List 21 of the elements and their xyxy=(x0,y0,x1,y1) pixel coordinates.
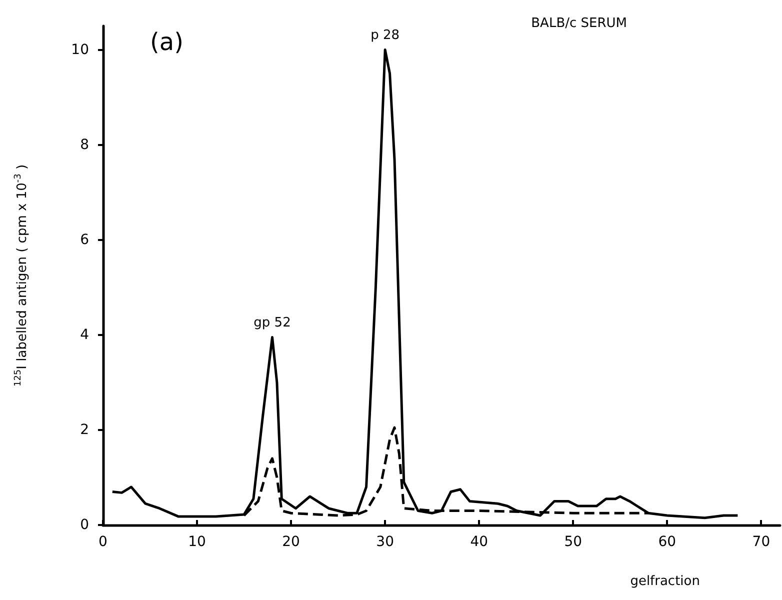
annotation: gp 52 xyxy=(254,315,291,330)
y-tick-label: 8 xyxy=(80,136,89,153)
chart-title: BALB/c SERUM xyxy=(531,16,628,31)
x-tick-label: 60 xyxy=(658,534,676,550)
x-tick-label: 0 xyxy=(98,534,108,550)
annotation: p 28 xyxy=(370,28,400,43)
y-tick-label: 0 xyxy=(80,517,89,533)
line-series xyxy=(242,426,650,517)
y-tick-label: 6 xyxy=(80,232,90,248)
x-tick-label: 10 xyxy=(188,534,206,550)
x-tick-label: 70 xyxy=(752,534,770,550)
x-tick-label: 50 xyxy=(564,534,582,550)
x-axis-title: gelfraction xyxy=(630,574,700,589)
x-tick-label: 30 xyxy=(376,534,394,550)
x-tick-label: 40 xyxy=(470,534,488,550)
y-axis-title: 125I labelled antigen ( cpm x 10-3 ) xyxy=(14,164,30,387)
y-tick-label: 4 xyxy=(80,326,90,343)
y-tick-label: 2 xyxy=(80,422,89,438)
x-tick-label: 20 xyxy=(282,534,300,550)
annotation: (a) xyxy=(150,28,184,56)
y-tick-label: 10 xyxy=(71,42,89,58)
